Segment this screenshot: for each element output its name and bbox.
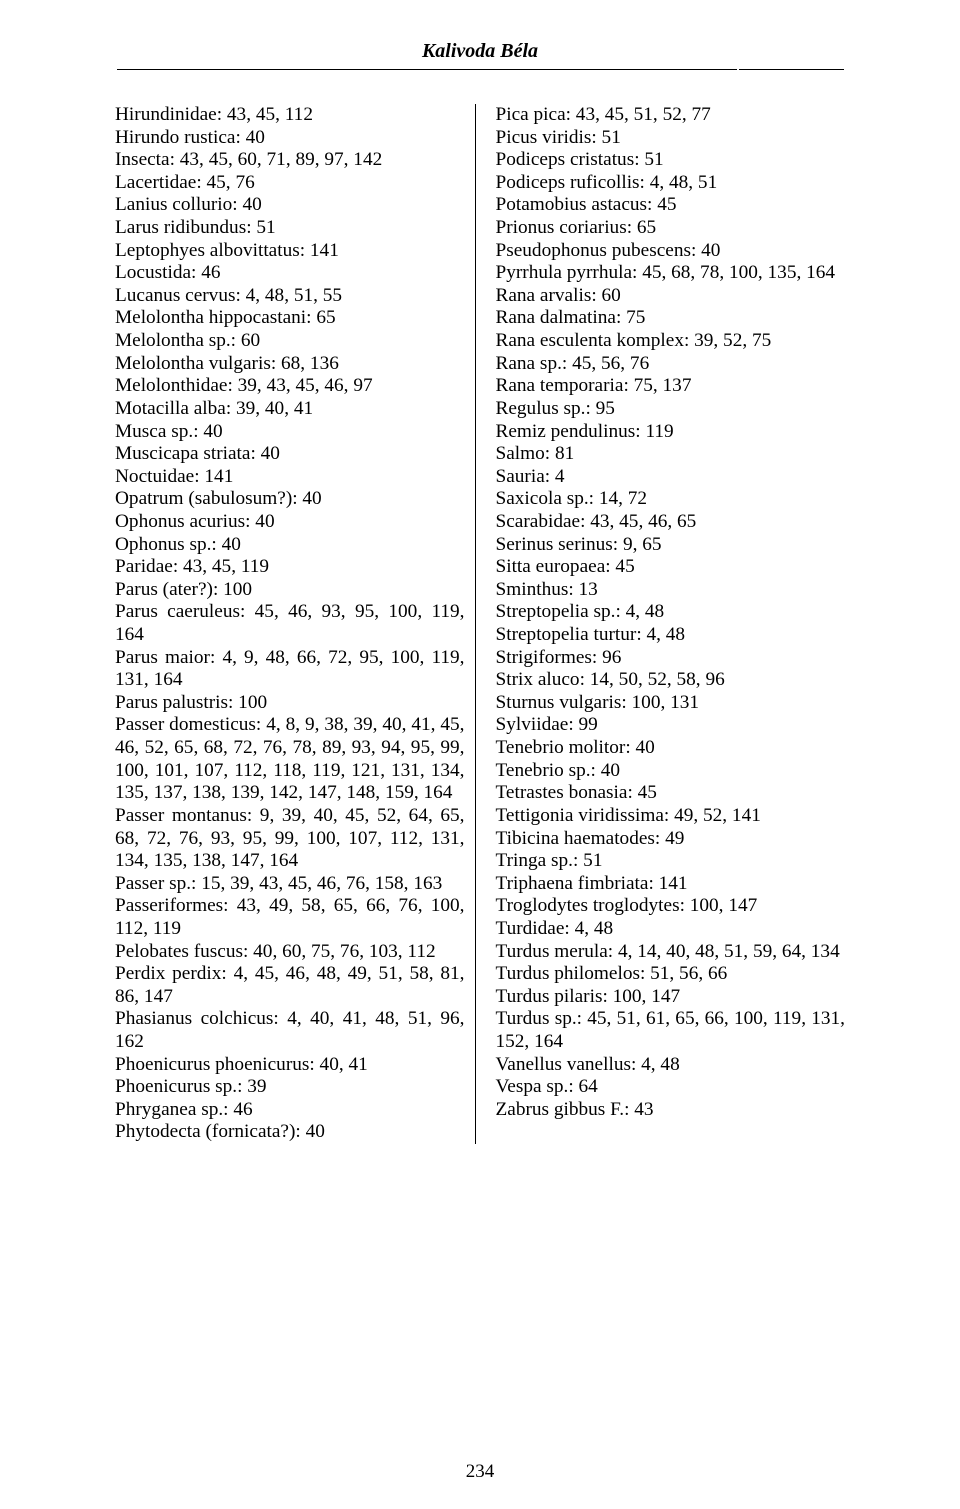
index-entry: Noctuidae: 141 — [115, 466, 465, 489]
index-entry: Passer sp.: 15, 39, 43, 45, 46, 76, 158,… — [115, 873, 465, 896]
index-entry: Hirundinidae: 43, 45, 112 — [115, 104, 465, 127]
index-entry: Tetrastes bonasia: 45 — [496, 782, 846, 805]
index-entry: Streptopelia turtur: 4, 48 — [496, 624, 846, 647]
index-entry: Passer domesticus: 4, 8, 9, 38, 39, 40, … — [115, 714, 465, 804]
index-entry: Prionus coriarius: 65 — [496, 217, 846, 240]
index-entry: Turdidae: 4, 48 — [496, 918, 846, 941]
document-page: Kalivoda Béla Hirundinidae: 43, 45, 112H… — [0, 0, 960, 1509]
index-entry: Larus ridibundus: 51 — [115, 217, 465, 240]
index-entry: Vanellus vanellus: 4, 48 — [496, 1054, 846, 1077]
index-entry: Strigiformes: 96 — [496, 647, 846, 670]
index-entry: Picus viridis: 51 — [496, 127, 846, 150]
index-entry: Passer montanus: 9, 39, 40, 45, 52, 64, … — [115, 805, 465, 873]
index-entry: Parus maior: 4, 9, 48, 66, 72, 95, 100, … — [115, 647, 465, 692]
index-entry: Melolontha hippocastani: 65 — [115, 307, 465, 330]
index-entry: Lanius collurio: 40 — [115, 194, 465, 217]
index-entry: Tenebrio sp.: 40 — [496, 760, 846, 783]
index-column-left: Hirundinidae: 43, 45, 112Hirundo rustica… — [115, 104, 476, 1144]
divider-line-short — [739, 69, 844, 70]
index-entry: Sturnus vulgaris: 100, 131 — [496, 692, 846, 715]
page-header-author: Kalivoda Béla — [115, 40, 845, 63]
index-entry: Rana arvalis: 60 — [496, 285, 846, 308]
index-entry: Streptopelia sp.: 4, 48 — [496, 601, 846, 624]
index-entry: Troglodytes troglodytes: 100, 147 — [496, 895, 846, 918]
index-entry: Pica pica: 43, 45, 51, 52, 77 — [496, 104, 846, 127]
index-entry: Regulus sp.: 95 — [496, 398, 846, 421]
index-entry: Sylviidae: 99 — [496, 714, 846, 737]
index-entry: Phytodecta (fornicata?): 40 — [115, 1121, 465, 1144]
index-entry: Ophonus sp.: 40 — [115, 534, 465, 557]
index-entry: Rana esculenta komplex: 39, 52, 75 — [496, 330, 846, 353]
index-entry: Serinus serinus: 9, 65 — [496, 534, 846, 557]
index-entry: Turdus merula: 4, 14, 40, 48, 51, 59, 64… — [496, 941, 846, 964]
header-divider — [115, 69, 845, 70]
index-entry: Turdus philomelos: 51, 56, 66 — [496, 963, 846, 986]
index-entry: Muscicapa striata: 40 — [115, 443, 465, 466]
index-entry: Lacertidae: 45, 76 — [115, 172, 465, 195]
index-entry: Hirundo rustica: 40 — [115, 127, 465, 150]
index-entry: Phasianus colchicus: 4, 40, 41, 48, 51, … — [115, 1008, 465, 1053]
index-entry: Melolontha sp.: 60 — [115, 330, 465, 353]
index-entry: Rana dalmatina: 75 — [496, 307, 846, 330]
index-entry: Pyrrhula pyrrhula: 45, 68, 78, 100, 135,… — [496, 262, 846, 285]
index-entry: Sitta europaea: 45 — [496, 556, 846, 579]
page-number: 234 — [0, 1461, 960, 1483]
divider-line-long — [117, 69, 737, 70]
index-entry: Vespa sp.: 64 — [496, 1076, 846, 1099]
index-entry: Podiceps ruficollis: 4, 48, 51 — [496, 172, 846, 195]
index-entry: Remiz pendulinus: 119 — [496, 421, 846, 444]
index-entry: Strix aluco: 14, 50, 52, 58, 96 — [496, 669, 846, 692]
index-entry: Motacilla alba: 39, 40, 41 — [115, 398, 465, 421]
index-entry: Phoenicurus phoenicurus: 40, 41 — [115, 1054, 465, 1077]
index-entry: Insecta: 43, 45, 60, 71, 89, 97, 142 — [115, 149, 465, 172]
index-entry: Tettigonia viridissima: 49, 52, 141 — [496, 805, 846, 828]
index-entry: Pseudophonus pubescens: 40 — [496, 240, 846, 263]
index-entry: Lucanus cervus: 4, 48, 51, 55 — [115, 285, 465, 308]
index-entry: Phoenicurus sp.: 39 — [115, 1076, 465, 1099]
index-entry: Sminthus: 13 — [496, 579, 846, 602]
index-entry: Perdix perdix: 4, 45, 46, 48, 49, 51, 58… — [115, 963, 465, 1008]
index-entry: Turdus sp.: 45, 51, 61, 65, 66, 100, 119… — [496, 1008, 846, 1053]
index-entry: Triphaena fimbriata: 141 — [496, 873, 846, 896]
index-entry: Potamobius astacus: 45 — [496, 194, 846, 217]
index-entry: Passeriformes: 43, 49, 58, 65, 66, 76, 1… — [115, 895, 465, 940]
index-entry: Parus (ater?): 100 — [115, 579, 465, 602]
index-entry: Scarabidae: 43, 45, 46, 65 — [496, 511, 846, 534]
index-entry: Musca sp.: 40 — [115, 421, 465, 444]
index-entry: Tibicina haematodes: 49 — [496, 828, 846, 851]
index-entry: Locustida: 46 — [115, 262, 465, 285]
index-entry: Zabrus gibbus F.: 43 — [496, 1099, 846, 1122]
index-entry: Parus palustris: 100 — [115, 692, 465, 715]
index-entry: Rana temporaria: 75, 137 — [496, 375, 846, 398]
index-entry: Opatrum (sabulosum?): 40 — [115, 488, 465, 511]
index-entry: Leptophyes albovittatus: 141 — [115, 240, 465, 263]
index-entry: Tringa sp.: 51 — [496, 850, 846, 873]
index-entry: Ophonus acurius: 40 — [115, 511, 465, 534]
index-columns: Hirundinidae: 43, 45, 112Hirundo rustica… — [115, 104, 845, 1144]
index-entry: Tenebrio molitor: 40 — [496, 737, 846, 760]
index-entry: Pelobates fuscus: 40, 60, 75, 76, 103, 1… — [115, 941, 465, 964]
index-entry: Phryganea sp.: 46 — [115, 1099, 465, 1122]
index-entry: Rana sp.: 45, 56, 76 — [496, 353, 846, 376]
index-entry: Turdus pilaris: 100, 147 — [496, 986, 846, 1009]
index-column-right: Pica pica: 43, 45, 51, 52, 77Picus virid… — [496, 104, 846, 1144]
index-entry: Saxicola sp.: 14, 72 — [496, 488, 846, 511]
index-entry: Melolonthidae: 39, 43, 45, 46, 97 — [115, 375, 465, 398]
index-entry: Parus caeruleus: 45, 46, 93, 95, 100, 11… — [115, 601, 465, 646]
index-entry: Salmo: 81 — [496, 443, 846, 466]
index-entry: Paridae: 43, 45, 119 — [115, 556, 465, 579]
index-entry: Sauria: 4 — [496, 466, 846, 489]
index-entry: Podiceps cristatus: 51 — [496, 149, 846, 172]
index-entry: Melolontha vulgaris: 68, 136 — [115, 353, 465, 376]
